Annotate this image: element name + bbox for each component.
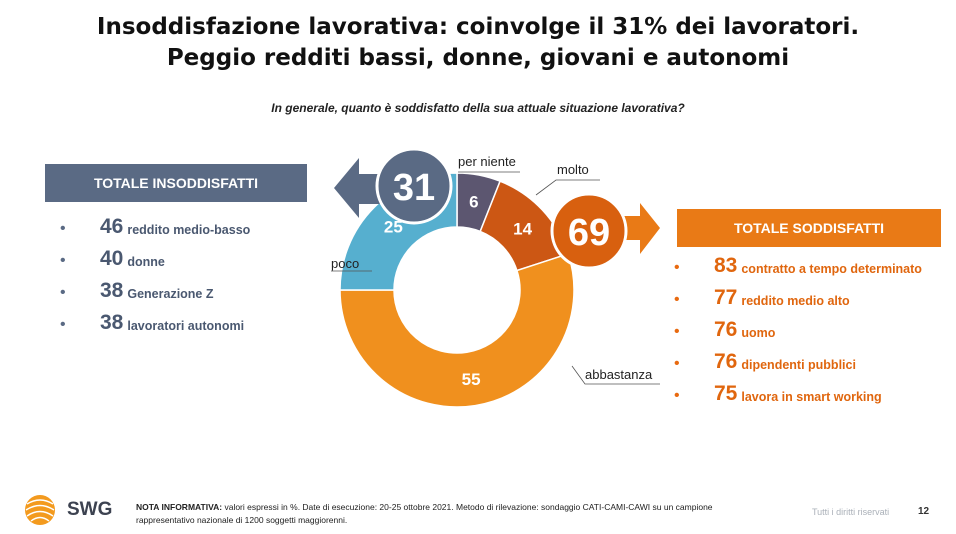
soddisfatti-total-value: 69: [568, 212, 610, 254]
soddisfatti-label: contratto a tempo determinato: [741, 261, 922, 276]
bullet-icon: •: [60, 252, 66, 269]
leader-line: [571, 365, 660, 385]
soddisfatti-value: 83: [714, 254, 738, 277]
bullet-icon: •: [674, 259, 680, 276]
insoddisfatti-label: Generazione Z: [127, 286, 214, 301]
soddisfatti-label: dipendenti pubblici: [741, 357, 856, 372]
category-label: per niente: [458, 154, 516, 169]
soddisfatti-value: 75: [714, 382, 738, 405]
insoddisfatti-label: reddito medio-basso: [127, 222, 251, 237]
insoddisfatti-header: TOTALE INSODDISFATTI: [45, 164, 307, 202]
survey-question: In generale, quanto è soddisfatto della …: [271, 101, 685, 115]
insoddisfatti-value: 46: [100, 215, 124, 238]
soddisfatti-item: • 77 reddito medio alto: [674, 282, 922, 314]
soddisfatti-item: • 76 dipendenti pubblici: [674, 346, 922, 378]
insoddisfatti-value: 38: [100, 279, 124, 302]
swg-logo-icon: [25, 495, 55, 525]
insoddisfatti-label: lavoratori autonomi: [127, 318, 245, 333]
slice-value-label: 14: [513, 219, 532, 238]
soddisfatti-label: lavora in smart working: [741, 389, 882, 404]
bullet-icon: •: [60, 316, 66, 333]
soddisfatti-header: TOTALE SODDISFATTI: [677, 209, 941, 247]
insoddisfatti-total-circle: [375, 147, 453, 225]
soddisfatti-value: 76: [714, 350, 738, 373]
insoddisfatti-value: 40: [100, 247, 124, 270]
left-arrow-icon: [334, 158, 384, 218]
page-title: Insoddisfazione lavorativa: coinvolge il…: [0, 12, 956, 74]
bullet-icon: •: [60, 220, 66, 237]
insoddisfatti-item: • 40 donne: [60, 243, 250, 275]
bullet-icon: •: [674, 323, 680, 340]
category-label: poco: [331, 256, 359, 271]
title-line-1: Insoddisfazione lavorativa: coinvolge il…: [96, 14, 860, 40]
slice-value-label: 25: [384, 217, 403, 236]
soddisfatti-total-circle: [550, 192, 628, 270]
swg-logo-text: SWG: [67, 499, 113, 520]
soddisfatti-list: • 83 contratto a tempo determinato • 77 reddi…: [674, 250, 922, 410]
soddisfatti-value: 76: [714, 318, 738, 341]
soddisfatti-label: uomo: [741, 325, 776, 340]
insoddisfatti-total-value: 31: [393, 167, 435, 209]
footer-note-label: NOTA INFORMATIVA:: [136, 502, 223, 512]
slice-value-label: 55: [462, 370, 481, 389]
rights-text: Tutti i diritti riservati: [812, 507, 890, 517]
footer-note: NOTA INFORMATIVA: valori espressi in %. …: [136, 501, 766, 527]
insoddisfatti-label: donne: [127, 254, 165, 269]
bullet-icon: •: [674, 291, 680, 308]
soddisfatti-value: 77: [714, 286, 738, 309]
bullet-icon: •: [60, 284, 66, 301]
category-label: molto: [557, 162, 589, 177]
soddisfatti-item: • 76 uomo: [674, 314, 922, 346]
bullet-icon: •: [674, 387, 680, 404]
footer-note-text: valori espressi in %. Date di esecuzione…: [136, 502, 713, 525]
insoddisfatti-item: • 38 Generazione Z: [60, 275, 250, 307]
insoddisfatti-value: 38: [100, 311, 124, 334]
page-number: 12: [918, 506, 930, 517]
bullet-icon: •: [674, 355, 680, 372]
category-label: abbastanza: [585, 367, 653, 382]
soddisfatti-item: • 75 lavora in smart working: [674, 378, 922, 410]
donut-slice: [339, 252, 575, 408]
insoddisfatti-list: • 46 reddito medio-basso • 40 donne • 38 Generaz…: [60, 211, 250, 339]
right-arrow-icon: [620, 203, 660, 254]
insoddisfatti-item: • 38 lavoratori autonomi: [60, 307, 250, 339]
title-line-2: Peggio redditi bassi, donne, giovani e a…: [166, 45, 790, 71]
soddisfatti-label: reddito medio alto: [741, 293, 850, 308]
slice-value-label: 6: [469, 193, 478, 212]
leader-line: [535, 179, 600, 196]
soddisfatti-item: • 83 contratto a tempo determinato: [674, 250, 922, 282]
insoddisfatti-item: • 46 reddito medio-basso: [60, 211, 250, 243]
